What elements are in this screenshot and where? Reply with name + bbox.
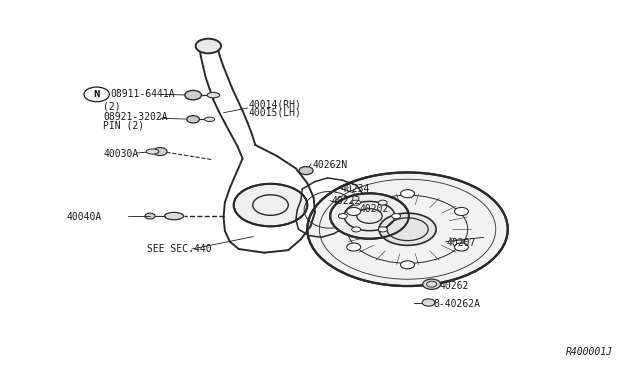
- Text: R400001J: R400001J: [566, 347, 613, 357]
- Circle shape: [347, 208, 361, 215]
- Circle shape: [423, 279, 440, 289]
- Circle shape: [392, 214, 401, 219]
- Ellipse shape: [379, 213, 436, 246]
- Text: 40015(LH): 40015(LH): [249, 108, 302, 118]
- Circle shape: [234, 184, 307, 226]
- Text: 40262: 40262: [439, 280, 468, 291]
- Circle shape: [352, 227, 360, 232]
- Text: 40207: 40207: [447, 238, 476, 248]
- Text: 40234: 40234: [341, 183, 371, 193]
- Circle shape: [422, 299, 435, 306]
- Circle shape: [352, 200, 360, 205]
- Text: 8-40262A: 8-40262A: [433, 299, 480, 309]
- Text: N: N: [93, 90, 100, 99]
- Text: (2): (2): [103, 101, 121, 111]
- Circle shape: [454, 243, 468, 251]
- Text: 08911-6441A: 08911-6441A: [111, 89, 175, 99]
- Text: 40014(RH): 40014(RH): [249, 100, 302, 110]
- Circle shape: [187, 116, 200, 123]
- Circle shape: [185, 90, 202, 100]
- Ellipse shape: [307, 173, 508, 286]
- Ellipse shape: [207, 92, 220, 98]
- Text: PIN (2): PIN (2): [103, 120, 144, 130]
- Ellipse shape: [205, 117, 214, 122]
- Circle shape: [454, 208, 468, 215]
- Circle shape: [339, 214, 348, 219]
- Circle shape: [299, 167, 313, 174]
- Text: 40030A: 40030A: [103, 149, 138, 159]
- Ellipse shape: [145, 213, 155, 219]
- Circle shape: [347, 243, 361, 251]
- Circle shape: [378, 200, 387, 205]
- Circle shape: [196, 39, 221, 53]
- Text: 40040A: 40040A: [66, 212, 102, 222]
- Text: SEE SEC.440: SEE SEC.440: [147, 244, 212, 254]
- Text: 40222: 40222: [332, 196, 361, 206]
- Text: 40262N: 40262N: [312, 160, 348, 170]
- Circle shape: [84, 87, 109, 102]
- Circle shape: [153, 148, 167, 155]
- Text: 40202: 40202: [360, 204, 389, 214]
- Circle shape: [378, 227, 387, 232]
- Circle shape: [401, 261, 415, 269]
- Circle shape: [401, 190, 415, 198]
- Circle shape: [330, 193, 409, 239]
- Ellipse shape: [146, 149, 159, 154]
- Ellipse shape: [164, 212, 184, 220]
- Text: 08921-3202A: 08921-3202A: [103, 112, 168, 122]
